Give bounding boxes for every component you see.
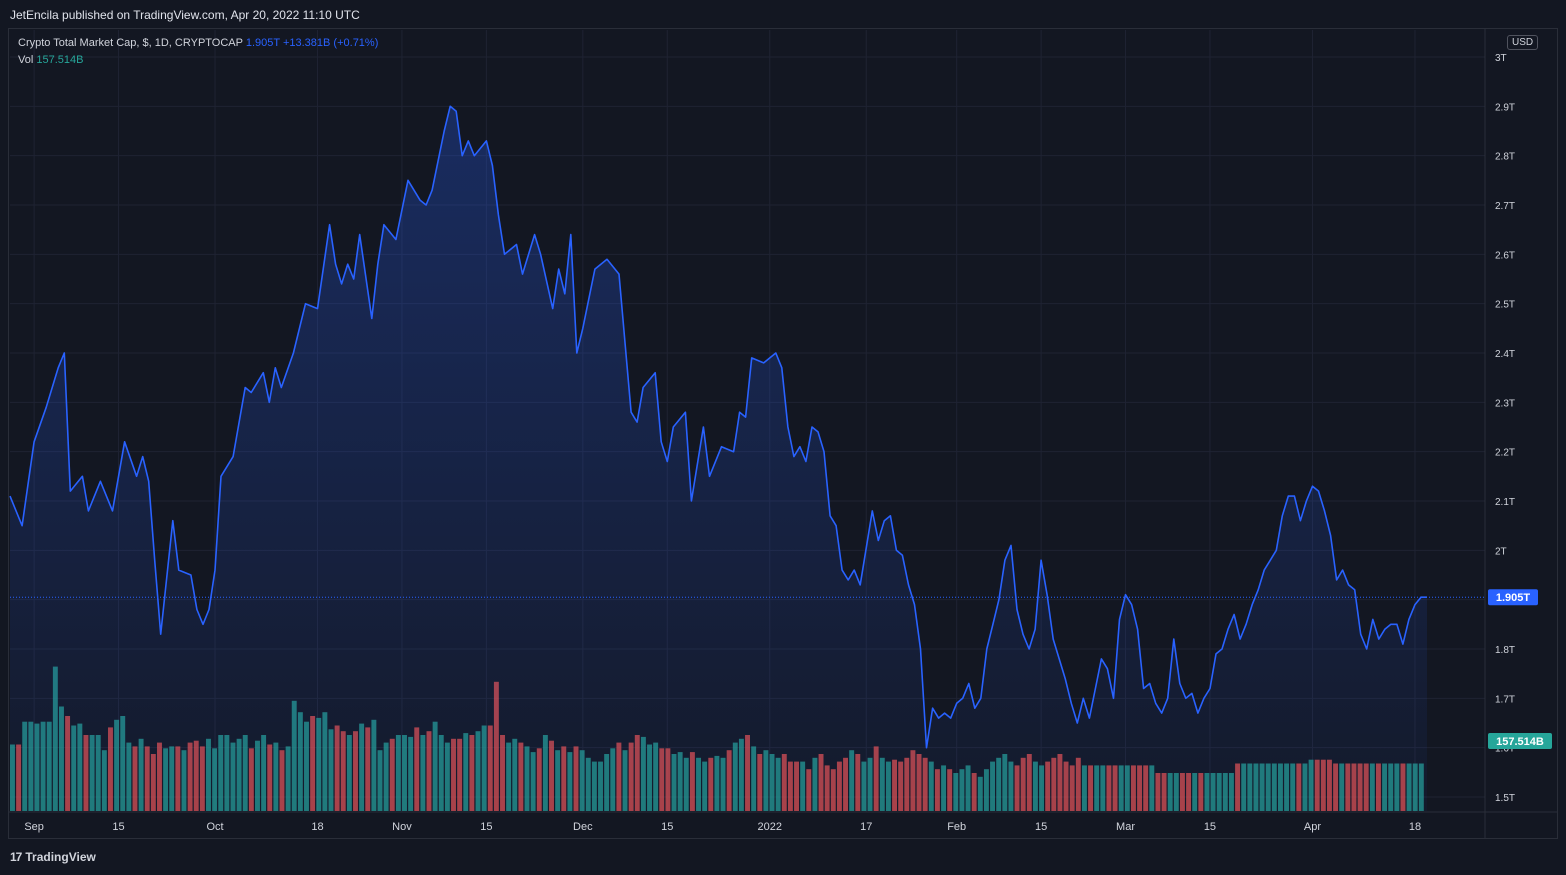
x-tick-label: Sep	[24, 821, 44, 833]
brand-name: TradingView	[25, 850, 96, 864]
y-tick-label: 2.5T	[1495, 300, 1515, 311]
y-tick-label: 2.2T	[1495, 448, 1515, 459]
legend-change: +13.381B (+0.71%)	[282, 37, 379, 49]
x-tick-label: 18	[1409, 821, 1421, 833]
x-tick-label: Oct	[206, 821, 223, 833]
x-tick-label: Mar	[1116, 821, 1135, 833]
y-tick-label: 2.1T	[1495, 497, 1515, 508]
x-tick-label: 15	[661, 821, 673, 833]
last-price-label: 1.905T	[1496, 592, 1531, 604]
x-tick-label: Feb	[947, 821, 966, 833]
price-area	[10, 106, 1427, 812]
x-tick-label: 15	[1204, 821, 1216, 833]
x-tick-label: 2022	[758, 821, 782, 833]
tradingview-brand[interactable]: 17 TradingView	[10, 850, 96, 864]
x-tick-label: Apr	[1304, 821, 1321, 833]
y-tick-label: 2.8T	[1495, 152, 1515, 163]
publish-info: JetEncila published on TradingView.com, …	[10, 8, 360, 22]
x-tick-label: 17	[860, 821, 872, 833]
footer-bar	[0, 840, 1566, 875]
tradingview-logo-icon: 17	[10, 850, 22, 864]
x-tick-label: 15	[112, 821, 124, 833]
y-tick-label: 2T	[1495, 546, 1507, 557]
y-tick-label: 2.7T	[1495, 201, 1515, 212]
y-tick-label: 1.6T	[1495, 744, 1515, 755]
x-tick-label: 15	[1035, 821, 1047, 833]
y-tick-label: 2.4T	[1495, 349, 1515, 360]
y-tick-label: 1.8T	[1495, 645, 1515, 656]
price-line	[9, 105, 1427, 749]
legend-vol-label[interactable]: Vol	[18, 54, 34, 66]
x-tick-label: 18	[311, 821, 323, 833]
legend-symbol[interactable]: Crypto Total Market Cap, $, 1D, CRYPTOCA…	[18, 37, 243, 49]
legend-last-value: 1.905T	[245, 37, 280, 49]
y-tick-label: 2.9T	[1495, 102, 1515, 113]
x-tick-label: Dec	[573, 821, 593, 833]
currency-button[interactable]: USD	[1507, 35, 1539, 50]
publish-bar: JetEncila published on TradingView.com, …	[0, 0, 1566, 28]
legend-volume-row: Vol 157.514B	[18, 52, 378, 69]
y-tick-label: 1.5T	[1495, 793, 1515, 804]
last-volume-box	[1488, 733, 1552, 749]
chart-legend: Crypto Total Market Cap, $, 1D, CRYPTOCA…	[18, 35, 378, 69]
y-tick-label: 3T	[1495, 53, 1507, 64]
x-tick-label: 15	[480, 821, 492, 833]
legend-main-row: Crypto Total Market Cap, $, 1D, CRYPTOCA…	[18, 35, 378, 52]
last-volume-label: 157.514B	[1496, 736, 1544, 748]
last-price-box	[1488, 589, 1538, 606]
legend-vol-value: 157.514B	[36, 54, 84, 66]
y-tick-label: 2.3T	[1495, 398, 1515, 409]
y-tick-label: 2.6T	[1495, 250, 1515, 261]
x-tick-label: Nov	[392, 821, 412, 833]
y-tick-label: 1.7T	[1495, 694, 1515, 705]
